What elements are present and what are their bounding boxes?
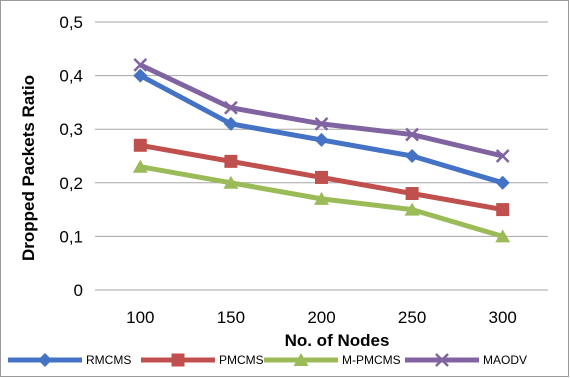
data-point-pmcms: [133, 138, 147, 152]
legend-marker: [293, 353, 309, 366]
series-pmcms: [133, 138, 510, 217]
legend-item-maodv: MAODV: [405, 353, 527, 367]
y-tick-label: 0,1: [59, 227, 83, 246]
series-rmcms: [133, 68, 510, 190]
data-point-rmcms: [314, 132, 329, 147]
x-tick-label: 200: [307, 308, 335, 327]
series-m-pmcms: [132, 159, 511, 243]
data-point-m-pmcms: [223, 175, 239, 189]
data-point-maodv: [405, 127, 419, 142]
y-tick-label: 0,4: [59, 67, 83, 86]
legend-item-rmcms: RMCMS: [8, 353, 131, 367]
y-tick-label: 0: [74, 281, 83, 300]
data-point-rmcms: [223, 116, 238, 131]
y-tick-label: 0,3: [59, 120, 83, 139]
gridlines: [95, 21, 548, 291]
legend: RMCMS PMCMS M-PMCMS MAODV: [8, 353, 527, 367]
series-group: [132, 57, 511, 243]
data-point-maodv: [133, 57, 148, 72]
data-point-pmcms: [224, 154, 238, 168]
legend-marker: [435, 353, 449, 367]
legend-label: MAODV: [483, 353, 527, 367]
data-point-m-pmcms: [132, 159, 148, 173]
data-point-m-pmcms: [314, 191, 329, 205]
data-point-maodv: [224, 100, 238, 115]
legend-label: PMCMS: [219, 353, 264, 367]
legend-label: M-PMCMS: [342, 353, 401, 367]
data-point-maodv: [495, 149, 510, 163]
legend-label: RMCMS: [86, 353, 131, 367]
data-point-rmcms: [133, 68, 148, 83]
x-tick-label: 250: [398, 308, 426, 327]
data-point-rmcms: [495, 175, 510, 190]
x-axis-title: No. of Nodes: [285, 331, 390, 350]
data-point-maodv: [314, 116, 329, 131]
data-point-rmcms: [405, 149, 420, 163]
data-point-pmcms: [496, 203, 510, 217]
legend-item-m-pmcms: M-PMCMS: [264, 353, 401, 367]
series-maodv: [133, 57, 510, 163]
data-point-pmcms: [405, 187, 419, 201]
x-tick-labels: 100 150 200 250 300: [126, 308, 517, 327]
x-tick-label: 300: [489, 308, 517, 327]
x-tick-label: 150: [217, 308, 245, 327]
legend-marker: [171, 353, 185, 367]
data-point-m-pmcms: [495, 229, 511, 243]
x-tick-label: 100: [126, 308, 154, 327]
y-tick-label: 0,5: [59, 13, 83, 32]
y-axis-title: Dropped Packets Ratio: [19, 75, 38, 261]
data-point-m-pmcms: [404, 202, 420, 216]
y-tick-label: 0,2: [59, 174, 83, 193]
data-point-pmcms: [315, 170, 328, 184]
y-tick-labels: 0 0,1 0,2 0,3 0,4 0,5: [59, 13, 83, 300]
legend-marker: [38, 353, 52, 367]
legend-item-pmcms: PMCMS: [141, 353, 264, 367]
